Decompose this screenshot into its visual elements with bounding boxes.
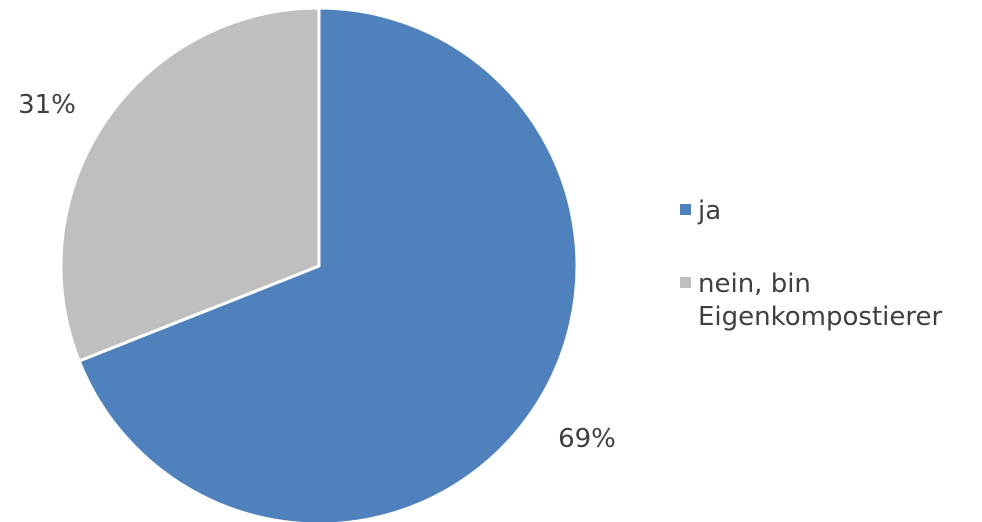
- legend: ja nein, bin Eigenkompostierer: [680, 195, 980, 334]
- legend-item-ja: ja: [680, 195, 980, 228]
- legend-item-nein: nein, bin Eigenkompostierer: [680, 268, 980, 334]
- legend-swatch-nein-icon: [680, 277, 691, 288]
- data-label-nein: 31%: [18, 90, 76, 120]
- legend-swatch-ja-icon: [680, 204, 691, 215]
- legend-label-nein-line-2: Eigenkompostierer: [698, 302, 943, 332]
- pie-slice-nein: [59, 6, 321, 363]
- legend-label-nein-line-1: nein, bin: [698, 269, 811, 299]
- legend-label-ja-line-1: ja: [698, 196, 722, 226]
- legend-label-nein: nein, bin Eigenkompostierer: [698, 268, 942, 334]
- data-label-ja: 69%: [558, 424, 616, 454]
- pie-slice-ja: [77, 6, 579, 522]
- legend-label-ja: ja: [698, 195, 721, 228]
